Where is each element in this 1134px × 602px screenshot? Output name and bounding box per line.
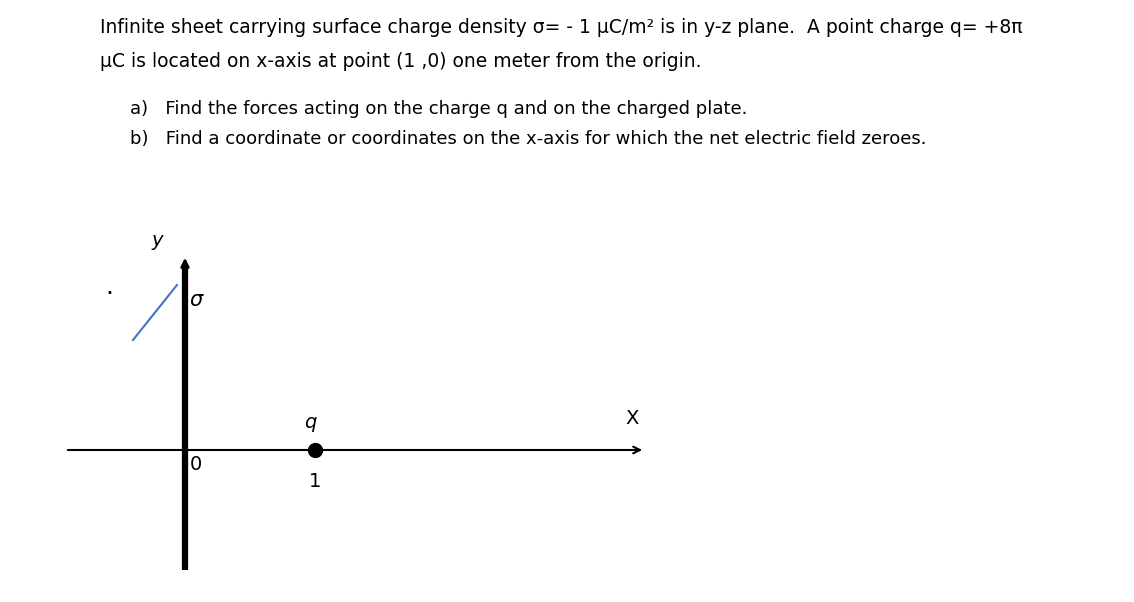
Text: a)   Find the forces acting on the charge q and on the charged plate.: a) Find the forces acting on the charge … [130,100,747,118]
Text: μC is located on x-axis at point (1 ,0) one meter from the origin.: μC is located on x-axis at point (1 ,0) … [100,52,702,71]
Text: Infinite sheet carrying surface charge density σ= - 1 μC/m² is in y-z plane.  A : Infinite sheet carrying surface charge d… [100,18,1023,37]
Text: 0: 0 [191,455,202,474]
Text: .: . [105,275,113,299]
Text: y: y [152,231,163,250]
Text: q: q [304,413,316,432]
Text: 1: 1 [308,472,321,491]
Text: b)   Find a coordinate or coordinates on the x-axis for which the net electric f: b) Find a coordinate or coordinates on t… [130,130,926,148]
Text: X: X [625,409,638,428]
Text: σ: σ [189,290,202,310]
